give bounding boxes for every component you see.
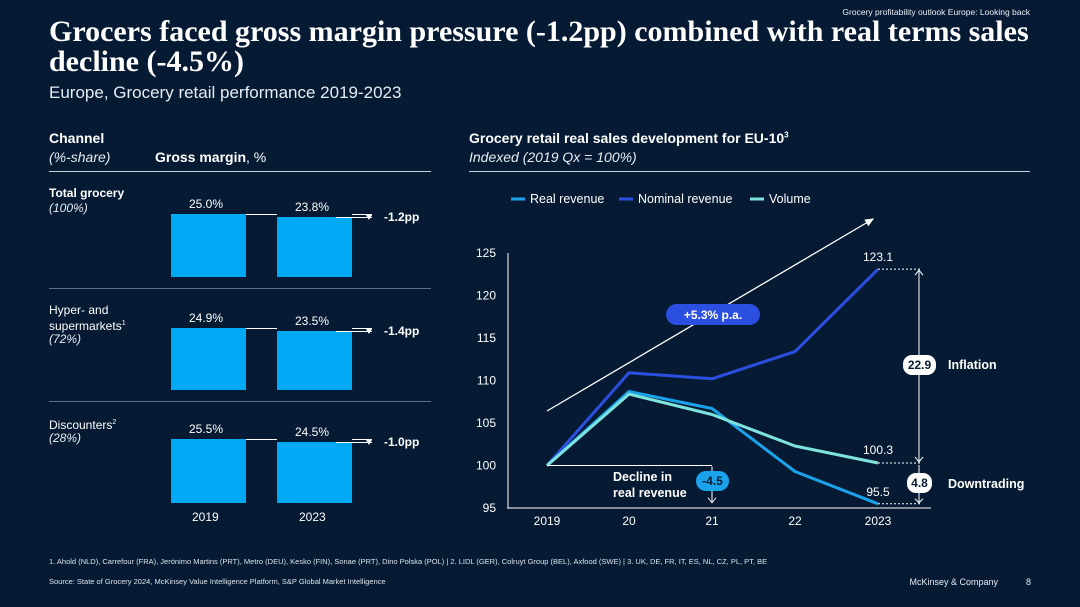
down-arrow-icon: [366, 215, 372, 220]
data-label-volume-end: 100.3: [863, 443, 893, 457]
y-tick-label: 125: [476, 246, 496, 260]
bar-value-label: 25.5%: [189, 422, 224, 436]
connector-line: [352, 328, 372, 329]
downtrading-label: Downtrading: [948, 477, 1024, 491]
y-tick-label: 95: [483, 501, 497, 515]
decline-badge: [696, 471, 729, 491]
page-title: Grocers faced gross margin pressure (-1.…: [49, 15, 1029, 78]
x-tick-label: 21: [705, 514, 719, 528]
connector-line: [246, 328, 277, 329]
x-tick-label: 20: [622, 514, 636, 528]
brand-name: McKinsey & Company: [909, 577, 998, 587]
channel-share: (100%): [49, 201, 88, 215]
year-label-2023: 2023: [299, 510, 326, 524]
page-number: 8: [1025, 577, 1031, 587]
footnote: 1. Ahold (NLD), Carrefour (FRA), Jerónim…: [49, 557, 768, 566]
connector-line: [336, 442, 372, 443]
y-tick-label: 105: [476, 416, 496, 430]
chart-subheader: Indexed (2019 Qx = 100%): [469, 149, 637, 165]
connector-line: [336, 217, 372, 218]
legend-label: Nominal revenue: [638, 192, 733, 206]
data-label-nominal-end: 123.1: [863, 250, 893, 264]
margin-delta: -1.2pp: [384, 210, 420, 224]
row-divider: [49, 288, 431, 289]
connector-line: [336, 331, 372, 332]
bar-value-label: 24.5%: [295, 425, 330, 439]
bar-2023: [277, 217, 352, 277]
y-tick-label: 100: [476, 459, 496, 473]
page-subtitle: Europe, Grocery retail performance 2019-…: [49, 83, 402, 102]
bar-value-label: 25.0%: [189, 197, 224, 211]
chart-header: Grocery retail real sales development fo…: [469, 130, 789, 146]
decline-label-line1: Decline in: [613, 470, 672, 484]
connector-line: [352, 214, 372, 215]
trend-label: +5.3% p.a.: [684, 308, 742, 322]
bar-value-label: 24.9%: [189, 311, 224, 325]
bar-value-label: 23.8%: [295, 200, 330, 214]
down-arrow-icon: [366, 329, 372, 334]
inflation-label: Inflation: [948, 358, 997, 372]
decline-arrow-icon: [707, 497, 717, 504]
channel-share: (72%): [49, 332, 82, 346]
bar-2023: [277, 442, 352, 503]
bar-2023: [277, 331, 352, 390]
connector-line: [352, 439, 372, 440]
y-tick-label: 110: [477, 374, 496, 388]
legend-label: Real revenue: [530, 192, 604, 206]
data-label-real-end: 95.5: [866, 485, 890, 499]
trend-pill: [666, 304, 760, 325]
channel-header: Channel: [49, 130, 105, 146]
year-label-2019: 2019: [192, 510, 219, 524]
bar-value-label: 23.5%: [295, 314, 330, 328]
bracket-arrow-icon: [914, 498, 924, 504]
bracket-arrow-icon: [914, 456, 924, 463]
channel-name: Hyper- and supermarkets1: [49, 303, 126, 333]
series-line-nominal-revenue: [545, 268, 880, 467]
source-note: Source: State of Grocery 2024, McKinsey …: [49, 577, 386, 586]
bar-2019: [171, 328, 246, 390]
downtrading-badge: [907, 473, 932, 493]
x-tick-label: 2019: [534, 514, 561, 528]
top-subtitle: Grocery profitability outlook Europe: Lo…: [842, 7, 1030, 17]
y-tick-label: 120: [476, 289, 496, 303]
channel-name: Discounters2: [49, 418, 117, 432]
downtrading-value: 4.8: [911, 476, 928, 490]
inflation-badge: [903, 355, 936, 375]
inflation-value: 22.9: [908, 358, 932, 372]
bar-2019: [171, 439, 246, 503]
decline-value: -4.5: [702, 474, 723, 488]
margin-delta: -1.0pp: [384, 435, 420, 449]
decline-label-line2: real revenue: [613, 486, 687, 500]
y-tick-label: 115: [477, 331, 496, 345]
bar-2019: [171, 214, 246, 277]
row-divider: [49, 401, 431, 402]
x-tick-label: 22: [788, 514, 802, 528]
down-arrow-icon: [366, 440, 372, 445]
legend-label: Volume: [769, 192, 811, 206]
right-header-rule: [469, 171, 1030, 172]
margin-delta: -1.4pp: [384, 324, 420, 338]
connector-line: [246, 439, 277, 440]
channel-share-header: (%-share): [49, 149, 111, 165]
left-header-rule: [49, 171, 431, 172]
connector-line: [246, 214, 277, 215]
channel-name: Total grocery: [49, 186, 125, 200]
bracket-arrow-icon: [914, 269, 924, 276]
channel-share: (28%): [49, 431, 82, 445]
gross-margin-header: Gross margin, %: [155, 149, 267, 165]
x-tick-label: 2023: [865, 514, 892, 528]
series-line-volume: [546, 392, 879, 467]
